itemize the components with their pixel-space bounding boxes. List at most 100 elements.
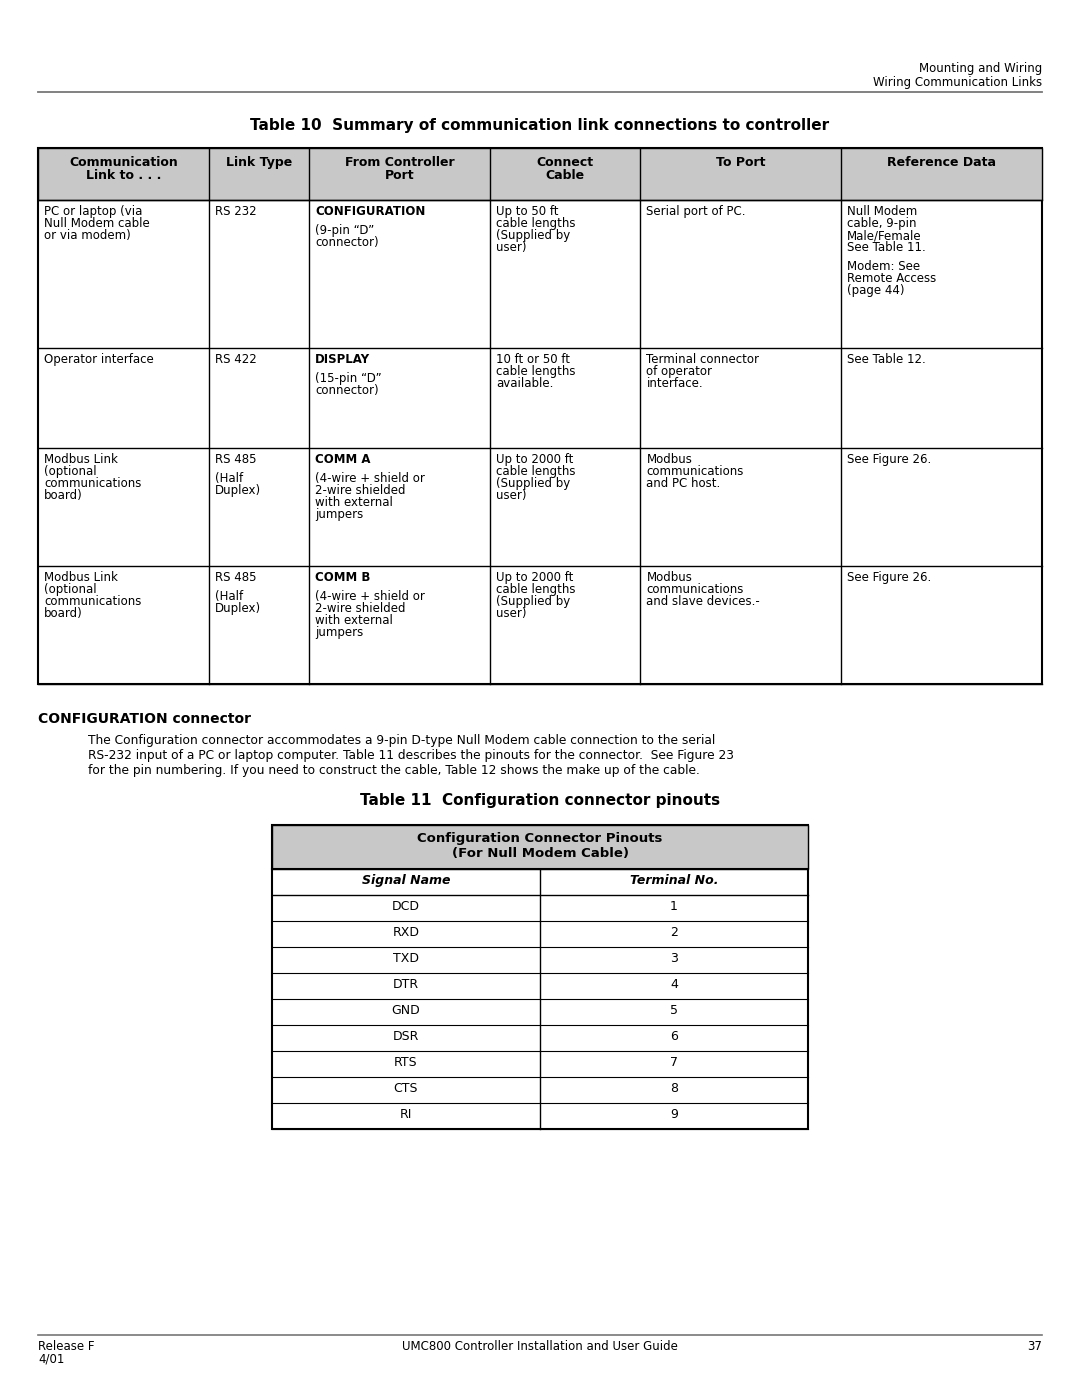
Text: 37: 37 bbox=[1027, 1340, 1042, 1354]
Text: cable lengths: cable lengths bbox=[496, 583, 576, 597]
Text: (optional: (optional bbox=[44, 465, 96, 478]
Text: TXD: TXD bbox=[393, 951, 419, 965]
Text: COMM A: COMM A bbox=[315, 453, 370, 467]
Text: Up to 2000 ft: Up to 2000 ft bbox=[496, 453, 573, 467]
Text: Modbus: Modbus bbox=[647, 571, 692, 584]
Text: DISPLAY: DISPLAY bbox=[315, 353, 370, 366]
Text: RS-232 input of a PC or laptop computer. Table 11 describes the pinouts for the : RS-232 input of a PC or laptop computer.… bbox=[87, 749, 734, 761]
Text: 5: 5 bbox=[670, 1004, 678, 1017]
Text: with external: with external bbox=[315, 496, 393, 509]
Text: 8: 8 bbox=[670, 1083, 678, 1095]
Text: 9: 9 bbox=[670, 1108, 678, 1120]
Text: Cable: Cable bbox=[545, 169, 584, 182]
Text: cable lengths: cable lengths bbox=[496, 217, 576, 231]
Text: Up to 2000 ft: Up to 2000 ft bbox=[496, 571, 573, 584]
Text: 3: 3 bbox=[670, 951, 678, 965]
Text: or via modem): or via modem) bbox=[44, 229, 131, 242]
Text: COMM B: COMM B bbox=[315, 571, 370, 584]
Text: Null Modem: Null Modem bbox=[847, 205, 917, 218]
Text: communications: communications bbox=[44, 478, 141, 490]
Text: RS 485: RS 485 bbox=[215, 453, 256, 467]
Text: and PC host.: and PC host. bbox=[647, 478, 720, 490]
Text: communications: communications bbox=[44, 595, 141, 608]
Text: (page 44): (page 44) bbox=[847, 284, 905, 298]
Text: Reference Data: Reference Data bbox=[887, 156, 996, 169]
Text: jumpers: jumpers bbox=[315, 626, 363, 638]
Text: Link to . . .: Link to . . . bbox=[85, 169, 161, 182]
Text: jumpers: jumpers bbox=[315, 509, 363, 521]
Text: 7: 7 bbox=[670, 1056, 678, 1069]
Text: RTS: RTS bbox=[394, 1056, 418, 1069]
Text: UMC800 Controller Installation and User Guide: UMC800 Controller Installation and User … bbox=[402, 1340, 678, 1354]
Text: connector): connector) bbox=[315, 384, 379, 397]
Text: RS 232: RS 232 bbox=[215, 205, 256, 218]
Text: Terminal No.: Terminal No. bbox=[630, 875, 718, 887]
Text: Modbus Link: Modbus Link bbox=[44, 571, 118, 584]
Text: Link Type: Link Type bbox=[226, 156, 292, 169]
Text: user): user) bbox=[496, 242, 526, 254]
Text: RS 422: RS 422 bbox=[215, 353, 256, 366]
Text: (4-wire + shield or: (4-wire + shield or bbox=[315, 472, 424, 485]
Text: 4/01: 4/01 bbox=[38, 1354, 65, 1366]
Text: Configuration Connector Pinouts: Configuration Connector Pinouts bbox=[417, 833, 663, 845]
Text: RXD: RXD bbox=[392, 926, 419, 939]
Text: Up to 50 ft: Up to 50 ft bbox=[496, 205, 558, 218]
Text: 2-wire shielded: 2-wire shielded bbox=[315, 602, 406, 615]
Text: Modbus: Modbus bbox=[647, 453, 692, 467]
Text: Terminal connector: Terminal connector bbox=[647, 353, 759, 366]
Text: of operator: of operator bbox=[647, 365, 713, 379]
Text: connector): connector) bbox=[315, 236, 379, 249]
Text: Male/Female: Male/Female bbox=[847, 229, 922, 242]
Text: (Supplied by: (Supplied by bbox=[496, 229, 570, 242]
Text: (optional: (optional bbox=[44, 583, 96, 597]
Text: 1: 1 bbox=[670, 900, 678, 914]
Text: CONFIGURATION connector: CONFIGURATION connector bbox=[38, 712, 251, 726]
Text: From Controller: From Controller bbox=[345, 156, 455, 169]
Text: cable, 9-pin: cable, 9-pin bbox=[847, 217, 917, 231]
Text: 6: 6 bbox=[670, 1030, 678, 1044]
Text: and slave devices.-: and slave devices.- bbox=[647, 595, 760, 608]
Text: RI: RI bbox=[400, 1108, 413, 1120]
Text: Operator interface: Operator interface bbox=[44, 353, 153, 366]
Text: board): board) bbox=[44, 608, 83, 620]
Text: (9-pin “D”: (9-pin “D” bbox=[315, 224, 375, 236]
Bar bbox=[272, 826, 808, 869]
Text: communications: communications bbox=[647, 583, 744, 597]
Text: user): user) bbox=[496, 608, 526, 620]
Text: See Table 11.: See Table 11. bbox=[847, 242, 926, 254]
Text: Serial port of PC.: Serial port of PC. bbox=[647, 205, 746, 218]
Text: To Port: To Port bbox=[716, 156, 766, 169]
Text: available.: available. bbox=[496, 377, 553, 390]
Text: Remote Access: Remote Access bbox=[847, 272, 936, 285]
Text: GND: GND bbox=[392, 1004, 420, 1017]
Text: CONFIGURATION: CONFIGURATION bbox=[315, 205, 426, 218]
Text: cable lengths: cable lengths bbox=[496, 365, 576, 379]
Text: (Half: (Half bbox=[215, 472, 243, 485]
Text: Table 11  Configuration connector pinouts: Table 11 Configuration connector pinouts bbox=[360, 793, 720, 807]
Text: Wiring Communication Links: Wiring Communication Links bbox=[873, 75, 1042, 89]
Text: PC or laptop (via: PC or laptop (via bbox=[44, 205, 143, 218]
Text: 2-wire shielded: 2-wire shielded bbox=[315, 483, 406, 497]
Text: (Half: (Half bbox=[215, 590, 243, 602]
Text: Release F: Release F bbox=[38, 1340, 95, 1354]
Text: RS 485: RS 485 bbox=[215, 571, 256, 584]
Text: See Table 12.: See Table 12. bbox=[847, 353, 926, 366]
Text: The Configuration connector accommodates a 9-pin D-type Null Modem cable connect: The Configuration connector accommodates… bbox=[87, 733, 715, 747]
Text: (For Null Modem Cable): (For Null Modem Cable) bbox=[451, 847, 629, 861]
Text: See Figure 26.: See Figure 26. bbox=[847, 571, 931, 584]
Text: 10 ft or 50 ft: 10 ft or 50 ft bbox=[496, 353, 570, 366]
Text: See Figure 26.: See Figure 26. bbox=[847, 453, 931, 467]
Text: DTR: DTR bbox=[393, 978, 419, 990]
Text: DCD: DCD bbox=[392, 900, 420, 914]
Text: Table 10  Summary of communication link connections to controller: Table 10 Summary of communication link c… bbox=[251, 117, 829, 133]
Text: Port: Port bbox=[384, 169, 415, 182]
Text: Signal Name: Signal Name bbox=[362, 875, 450, 887]
Text: (15-pin “D”: (15-pin “D” bbox=[315, 372, 381, 384]
Text: with external: with external bbox=[315, 613, 393, 627]
Text: (Supplied by: (Supplied by bbox=[496, 478, 570, 490]
Text: (4-wire + shield or: (4-wire + shield or bbox=[315, 590, 424, 602]
Text: CTS: CTS bbox=[394, 1083, 418, 1095]
Text: Duplex): Duplex) bbox=[215, 483, 260, 497]
Text: Mounting and Wiring: Mounting and Wiring bbox=[919, 61, 1042, 75]
Text: communications: communications bbox=[647, 465, 744, 478]
